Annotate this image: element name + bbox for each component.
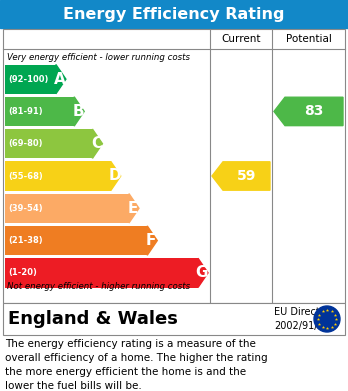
Bar — [5, 258, 198, 287]
Text: F: F — [146, 233, 157, 248]
Text: (92-100): (92-100) — [8, 75, 48, 84]
Text: A: A — [54, 72, 66, 87]
Bar — [5, 65, 56, 94]
Text: G: G — [196, 265, 208, 280]
Text: EU Directive
2002/91/EC: EU Directive 2002/91/EC — [274, 307, 334, 331]
Polygon shape — [93, 129, 102, 158]
Text: 59: 59 — [237, 169, 256, 183]
Bar — [5, 129, 93, 158]
Text: 83: 83 — [304, 104, 324, 118]
Text: Very energy efficient - lower running costs: Very energy efficient - lower running co… — [7, 53, 190, 62]
Polygon shape — [74, 97, 84, 126]
Polygon shape — [198, 258, 208, 287]
Text: C: C — [91, 136, 102, 151]
Text: (1-20): (1-20) — [8, 268, 37, 277]
Polygon shape — [56, 65, 66, 94]
Text: Not energy efficient - higher running costs: Not energy efficient - higher running co… — [7, 282, 190, 291]
Polygon shape — [274, 97, 343, 126]
Text: B: B — [72, 104, 84, 119]
Polygon shape — [212, 162, 270, 190]
Bar — [0, 0, 348, 28]
Bar — [3, 303, 345, 335]
Polygon shape — [111, 161, 121, 191]
Circle shape — [314, 306, 340, 332]
Text: (39-54): (39-54) — [8, 204, 42, 213]
Bar — [5, 161, 111, 191]
Text: D: D — [108, 169, 121, 183]
Text: The energy efficiency rating is a measure of the
overall efficiency of a home. T: The energy efficiency rating is a measur… — [5, 339, 268, 391]
Text: (69-80): (69-80) — [8, 139, 42, 148]
Text: (21-38): (21-38) — [8, 236, 42, 245]
Bar — [3, 29, 345, 303]
Text: Current: Current — [221, 34, 261, 44]
Text: Potential: Potential — [286, 34, 331, 44]
Bar — [5, 97, 74, 126]
Text: (55-68): (55-68) — [8, 172, 43, 181]
Text: E: E — [128, 201, 138, 216]
Bar — [5, 194, 129, 223]
Polygon shape — [129, 194, 139, 223]
Text: (81-91): (81-91) — [8, 107, 42, 116]
Bar — [5, 226, 147, 255]
Text: Energy Efficiency Rating: Energy Efficiency Rating — [63, 7, 285, 22]
Polygon shape — [147, 226, 157, 255]
Text: England & Wales: England & Wales — [8, 310, 178, 328]
